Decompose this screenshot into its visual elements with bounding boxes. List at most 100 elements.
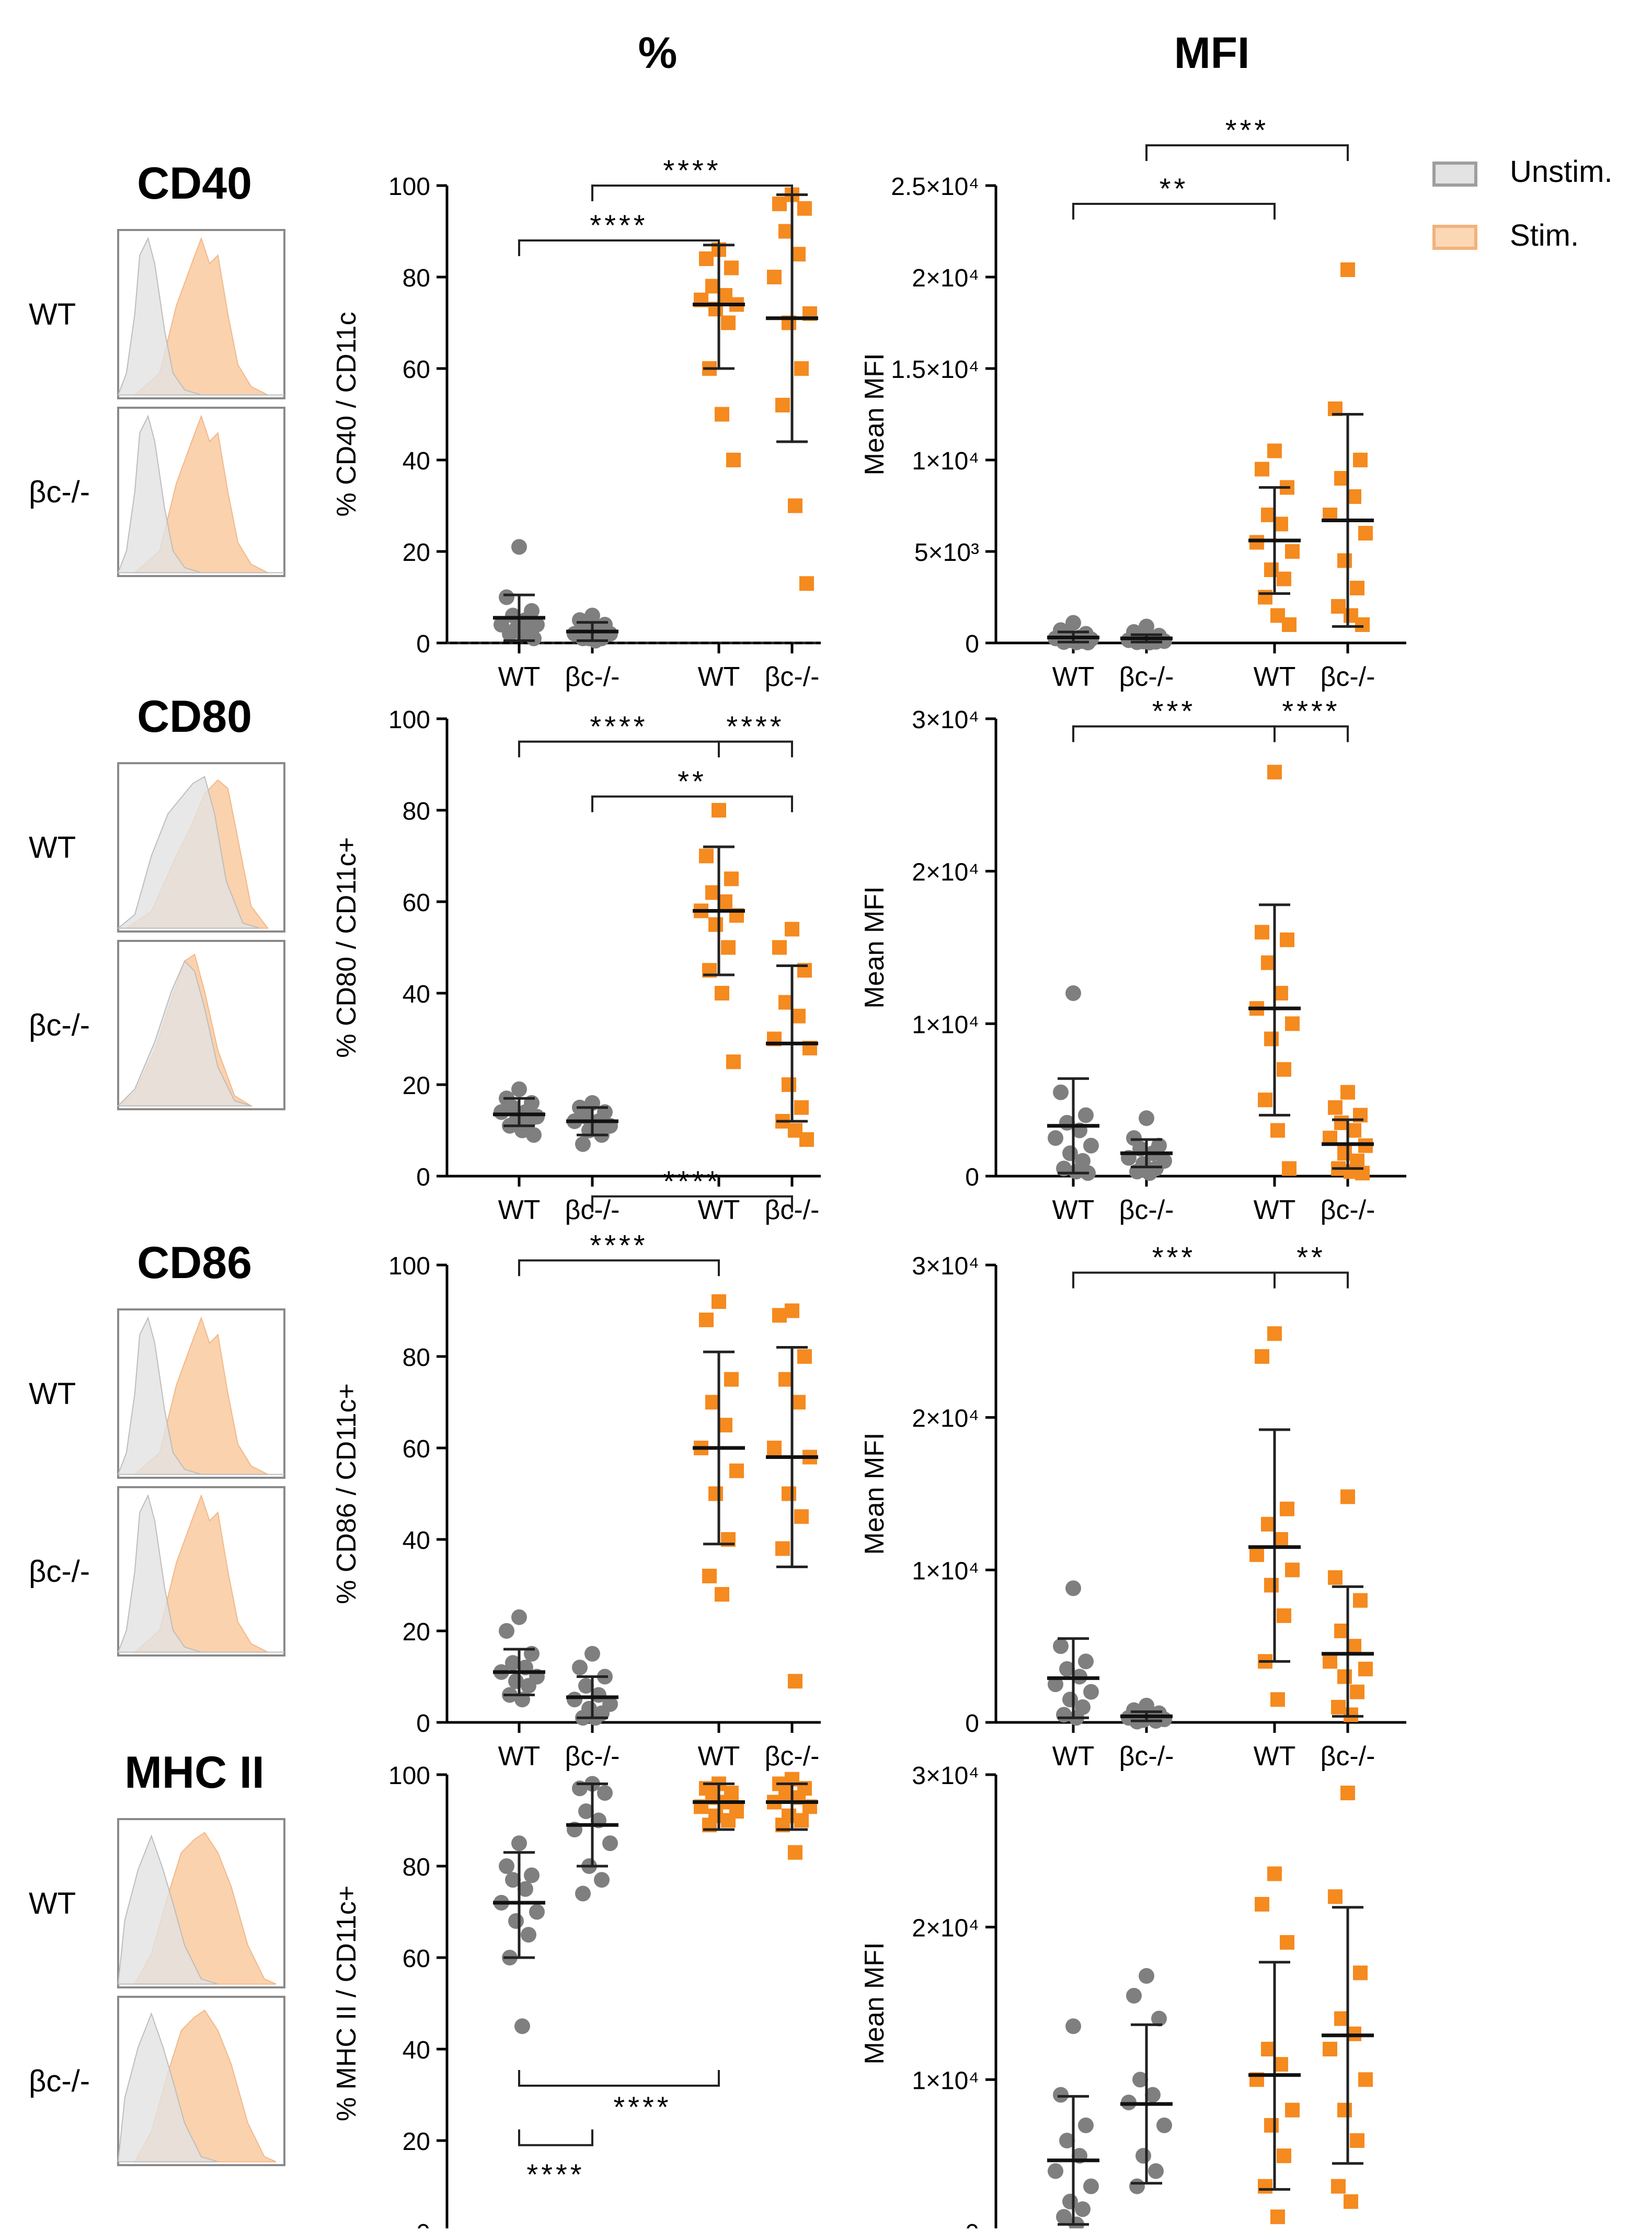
data-point bbox=[1249, 1547, 1264, 1562]
data-point bbox=[721, 940, 736, 955]
data-point bbox=[526, 1127, 542, 1143]
data-point bbox=[772, 1308, 787, 1323]
data-point bbox=[567, 1692, 582, 1708]
y-tick-label: 3×10⁴ bbox=[912, 706, 979, 734]
data-point bbox=[705, 1395, 720, 1410]
data-point bbox=[1334, 471, 1349, 486]
series-2 bbox=[1120, 1697, 1173, 1730]
data-point bbox=[772, 197, 787, 211]
data-point bbox=[1274, 516, 1288, 532]
data-point bbox=[772, 940, 787, 955]
data-point bbox=[1350, 581, 1364, 595]
y-tick-label: 1×10⁴ bbox=[912, 2067, 979, 2095]
data-point bbox=[584, 607, 600, 624]
plot-mfi: 0 1×10⁴ 2×10⁴ 3×10⁴ Mean MFI WT βc-/- WT βc-/- **… bbox=[859, 695, 1406, 1225]
histogram-label-wt: WT bbox=[29, 1377, 76, 1411]
data-point bbox=[778, 995, 793, 1010]
significance-label: ** bbox=[1297, 1241, 1326, 1274]
data-point bbox=[1261, 2042, 1276, 2056]
series-4 bbox=[1322, 1786, 1374, 2209]
data-point bbox=[1323, 2042, 1337, 2056]
data-point bbox=[1267, 443, 1282, 458]
data-point bbox=[1334, 1115, 1349, 1130]
y-tick-label: 40 bbox=[403, 2037, 430, 2064]
data-point bbox=[724, 871, 739, 887]
data-point bbox=[1258, 1092, 1272, 1108]
data-point bbox=[699, 251, 714, 266]
data-point bbox=[788, 498, 802, 513]
plot-mfi: 0 1×10⁴ 2×10⁴ 3×10⁴ Mean MFI WT βc-/- WT βc-/- **… bbox=[859, 1241, 1406, 1772]
histogram-betac-unstim-curve bbox=[117, 415, 284, 573]
data-point bbox=[1347, 1123, 1361, 1138]
data-point bbox=[1264, 1031, 1279, 1046]
x-tick-label: WT bbox=[1254, 1195, 1296, 1225]
data-point bbox=[578, 1803, 594, 1819]
bracket-line bbox=[591, 1195, 793, 1212]
series-3 bbox=[1248, 1326, 1301, 1707]
data-point bbox=[1347, 1639, 1361, 1654]
plot-percent: 0 20 40 60 80 100 % CD86 / CD11c+ WT βc-/- WT βc-/… bbox=[331, 1165, 821, 1772]
data-point bbox=[1340, 1085, 1355, 1100]
y-tick-label: 2×10⁴ bbox=[912, 264, 979, 292]
series-4 bbox=[766, 187, 818, 591]
histogram-betac-unstim-curve bbox=[117, 1494, 284, 1653]
y-tick-label: 80 bbox=[403, 264, 430, 292]
y-tick-label: 0 bbox=[416, 1710, 430, 1738]
histogram-wt-unstim-curve bbox=[117, 1316, 284, 1475]
x-tick-label: βc-/- bbox=[1321, 662, 1375, 692]
series-2 bbox=[566, 607, 618, 649]
bracket-line bbox=[1072, 203, 1276, 220]
data-point bbox=[1065, 985, 1081, 1001]
x-tick-label: WT bbox=[1052, 662, 1095, 692]
x-tick-label: βc-/- bbox=[765, 1741, 820, 1772]
y-tick-label: 1.5×10⁴ bbox=[891, 356, 979, 384]
marker-title: CD40 bbox=[137, 158, 252, 209]
data-point bbox=[775, 398, 790, 412]
histogram-wt-unstim-curve bbox=[117, 1834, 219, 1985]
data-point bbox=[1264, 562, 1279, 577]
data-point bbox=[505, 1872, 521, 1888]
significance-label: **** bbox=[663, 154, 721, 187]
significance-bracket: **** bbox=[518, 2129, 593, 2191]
series-3 bbox=[693, 803, 745, 1070]
data-point bbox=[1255, 462, 1269, 477]
data-point bbox=[1337, 1146, 1352, 1161]
bracket-line bbox=[1072, 1271, 1276, 1289]
data-point bbox=[1059, 2133, 1075, 2148]
marker-title: CD80 bbox=[137, 692, 252, 742]
row-cd86: CD86 WT βc-/- 0 20 40 60 80 100 % CD86 / CD11c+ WT… bbox=[29, 1165, 1406, 1772]
data-point bbox=[505, 1655, 521, 1671]
x-tick-label: WT bbox=[498, 1195, 541, 1225]
data-point bbox=[494, 1104, 509, 1120]
data-point bbox=[1264, 1578, 1279, 1593]
data-point bbox=[1075, 2201, 1091, 2217]
y-tick-label: 3×10⁴ bbox=[912, 1762, 979, 1790]
histogram-label-betac: βc-/- bbox=[29, 475, 90, 509]
data-point bbox=[1328, 1889, 1343, 1904]
data-point bbox=[1282, 1161, 1297, 1176]
y-tick-label: 0 bbox=[416, 1164, 430, 1191]
data-point bbox=[1334, 2011, 1349, 2026]
data-point bbox=[729, 1463, 744, 1478]
panel-rows: CD40 WT βc-/- 0 20 40 60 80 100 % CD40 / CD11c WT β… bbox=[29, 113, 1406, 2231]
x-tick-label: WT bbox=[698, 1195, 740, 1225]
x-tick-label: βc-/- bbox=[565, 662, 620, 692]
bracket-line bbox=[1072, 725, 1276, 742]
data-point bbox=[1048, 2163, 1063, 2179]
data-point bbox=[502, 626, 518, 642]
data-point bbox=[575, 1885, 591, 1902]
y-axis-label: % CD86 / CD11c+ bbox=[331, 1383, 362, 1604]
significance-label: ** bbox=[678, 765, 707, 798]
y-axis-label: Mean MFI bbox=[859, 353, 890, 475]
series-3 bbox=[1248, 443, 1301, 632]
histogram-label-wt: WT bbox=[29, 831, 76, 865]
data-point bbox=[1334, 1624, 1349, 1638]
data-point bbox=[782, 1077, 796, 1092]
significance-label: *** bbox=[1225, 113, 1269, 146]
data-point bbox=[715, 1587, 729, 1602]
y-tick-label: 2.5×10⁴ bbox=[891, 173, 979, 201]
data-point bbox=[499, 589, 514, 605]
data-point bbox=[705, 885, 720, 900]
